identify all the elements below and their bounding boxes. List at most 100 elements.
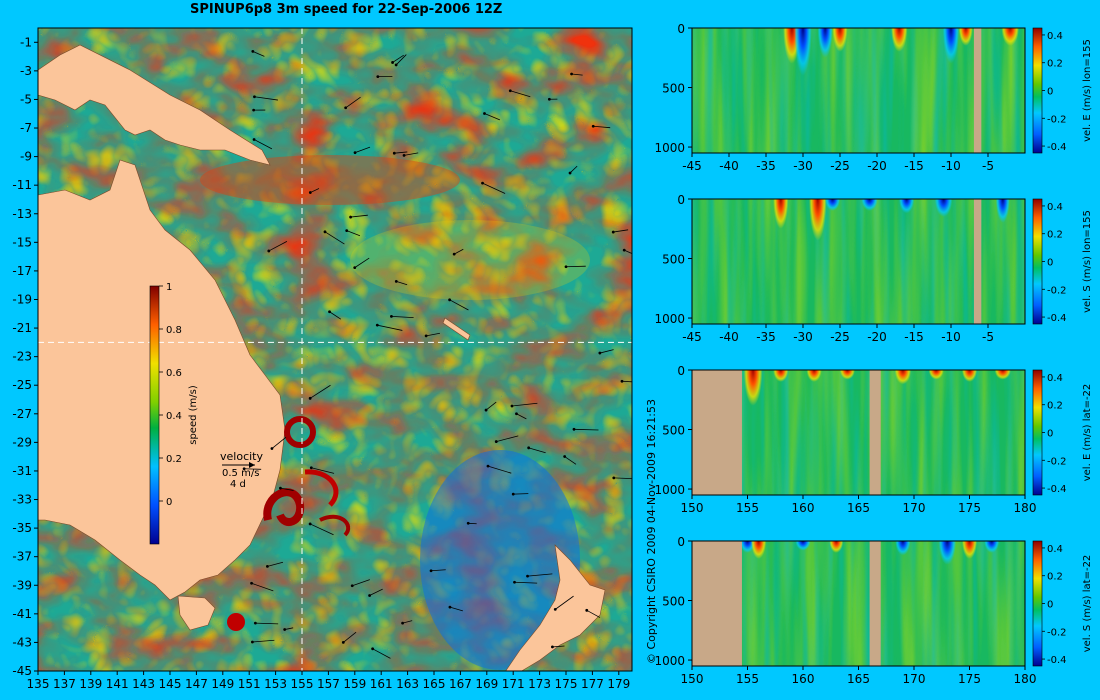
section-feature bbox=[817, 28, 833, 58]
section-y-tick-label: 500 bbox=[662, 82, 685, 96]
section-panel-lat22-east[interactable]: 150 155 160 165 170 175 180 0 500 1000 -0.4 -0.2 0 0.… bbox=[654, 334, 1093, 515]
section-x-tick-label: -25 bbox=[830, 330, 850, 344]
section-colorbar-tick: 0.4 bbox=[1047, 373, 1063, 384]
section-feature bbox=[942, 28, 960, 64]
lon-tick-label: 149 bbox=[211, 677, 234, 691]
map-axes: 135 137 139 141 143 145 147 149 151 153 155 157 159 1… bbox=[12, 35, 630, 691]
section-panel-lon155-south[interactable]: -45 -40 -35 -30 -25 -20 -15 -10 -5 0 500 1000 -0.4 -0… bbox=[654, 157, 1093, 344]
lat-tick-label: -5 bbox=[20, 92, 32, 106]
section-panels: -45 -40 -35 -30 -25 -20 -15 -10 -5 0 500 1000 -0.4 -0… bbox=[654, 0, 1093, 686]
section-feature bbox=[899, 199, 915, 214]
section-feature bbox=[995, 199, 1010, 223]
section-y-tick-label: 1000 bbox=[654, 312, 685, 326]
section-y-tick-label: 0 bbox=[677, 193, 685, 207]
section-x-tick-label: -5 bbox=[982, 159, 994, 173]
lat-tick-label: -37 bbox=[12, 550, 32, 564]
section-panel-lat22-south[interactable]: 150 155 160 165 170 175 180 0 500 1000 -0.4 -0.2 0 0.… bbox=[654, 517, 1093, 686]
section-land bbox=[973, 28, 982, 153]
section-feature bbox=[928, 370, 944, 380]
section-colorbar-tick: -0.4 bbox=[1047, 484, 1067, 495]
section-feature bbox=[894, 370, 912, 385]
lon-tick-label: 177 bbox=[581, 677, 604, 691]
velocity-key-duration: 4 d bbox=[230, 479, 246, 490]
lat-tick-label: -25 bbox=[12, 378, 32, 392]
section-feature bbox=[743, 370, 763, 406]
lat-tick-label: -15 bbox=[12, 235, 32, 249]
land-tasmania bbox=[177, 595, 216, 631]
land-new-caledonia bbox=[442, 317, 471, 341]
section-feature bbox=[794, 28, 812, 76]
lon-tick-label: 179 bbox=[607, 677, 630, 691]
section-x-tick-label: 150 bbox=[681, 501, 704, 515]
section-land bbox=[692, 370, 742, 495]
section-feature bbox=[958, 28, 973, 46]
section-x-tick-label: 155 bbox=[736, 501, 759, 515]
lon-tick-label: 141 bbox=[106, 677, 129, 691]
map-title: SPINUP6p8 3m speed for 22-Sep-2006 12Z bbox=[190, 2, 503, 17]
section-x-tick-label: -35 bbox=[756, 159, 776, 173]
section-x-tick-label: -40 bbox=[719, 159, 739, 173]
section-colorbar-tick: 0 bbox=[1047, 87, 1053, 98]
speed-colorbar-tick: 1 bbox=[166, 282, 172, 293]
section-colorbar bbox=[1032, 27, 1043, 154]
section-feature bbox=[861, 199, 878, 211]
lat-tick-label: -33 bbox=[12, 493, 32, 507]
velocity-arrows bbox=[242, 49, 632, 659]
section-feature bbox=[829, 541, 844, 553]
section-land bbox=[973, 199, 982, 324]
section-panel-label: vel. S (m/s) lon=155 bbox=[1082, 210, 1093, 313]
section-colorbar-tick: 0 bbox=[1047, 600, 1053, 611]
lat-tick-label: -31 bbox=[12, 464, 32, 478]
section-y-tick-label: 500 bbox=[662, 595, 685, 609]
speed-map[interactable]: 135 137 139 141 143 145 147 149 151 153 155 157 159 1… bbox=[0, 0, 640, 700]
section-x-tick-label: 170 bbox=[903, 672, 926, 686]
lat-tick-label: -43 bbox=[12, 635, 32, 649]
lat-tick-label: -13 bbox=[12, 207, 32, 221]
section-colorbar-tick: 0 bbox=[1047, 429, 1053, 440]
lon-tick-label: 175 bbox=[555, 677, 578, 691]
lat-tick-label: -7 bbox=[20, 121, 32, 135]
lon-tick-label: 159 bbox=[343, 677, 366, 691]
section-x-tick-label: -35 bbox=[756, 330, 776, 344]
section-colorbar-tick: -0.2 bbox=[1047, 285, 1067, 296]
lon-tick-label: 173 bbox=[528, 677, 551, 691]
section-x-tick-label: -20 bbox=[867, 330, 887, 344]
section-y-tick-label: 1000 bbox=[654, 483, 685, 497]
section-feature bbox=[839, 370, 855, 380]
section-land bbox=[692, 541, 742, 666]
section-x-tick-label: 155 bbox=[736, 672, 759, 686]
section-colorbar bbox=[1032, 540, 1043, 667]
section-feature bbox=[994, 370, 1011, 380]
section-feature bbox=[809, 199, 827, 241]
lon-tick-label: 147 bbox=[185, 677, 208, 691]
lat-tick-label: -1 bbox=[20, 35, 32, 49]
section-colorbar-tick: -0.4 bbox=[1047, 655, 1067, 666]
section-x-tick-label: 160 bbox=[792, 501, 815, 515]
section-panel-lon155-east[interactable]: -45 -40 -35 -30 -25 -20 -15 -10 -5 0 500 1000 -0.4 -0… bbox=[654, 0, 1093, 173]
section-x-tick-label: 165 bbox=[847, 501, 870, 515]
lon-tick-label: 143 bbox=[132, 677, 155, 691]
lat-tick-label: -21 bbox=[12, 321, 32, 335]
lon-tick-label: 157 bbox=[317, 677, 340, 691]
land-australia bbox=[38, 159, 286, 601]
section-x-tick-label: 175 bbox=[958, 672, 981, 686]
section-x-tick-label: -5 bbox=[982, 330, 994, 344]
section-x-tick-label: -10 bbox=[941, 330, 961, 344]
section-feature bbox=[938, 541, 957, 565]
lon-tick-label: 167 bbox=[449, 677, 472, 691]
section-feature bbox=[795, 541, 811, 551]
section-feature bbox=[773, 199, 789, 229]
section-feature bbox=[984, 541, 1000, 553]
section-colorbar bbox=[1032, 198, 1043, 325]
section-feature bbox=[806, 370, 822, 382]
lat-tick-label: -3 bbox=[20, 64, 32, 78]
lon-tick-label: 145 bbox=[159, 677, 182, 691]
section-colorbar-tick: -0.4 bbox=[1047, 313, 1067, 324]
section-y-tick-label: 1000 bbox=[654, 141, 685, 155]
section-feature bbox=[1001, 28, 1019, 46]
lon-tick-label: 153 bbox=[264, 677, 287, 691]
section-land bbox=[869, 541, 881, 666]
lon-tick-label: 161 bbox=[370, 677, 393, 691]
section-land bbox=[869, 370, 881, 495]
section-x-tick-label: -30 bbox=[793, 159, 813, 173]
